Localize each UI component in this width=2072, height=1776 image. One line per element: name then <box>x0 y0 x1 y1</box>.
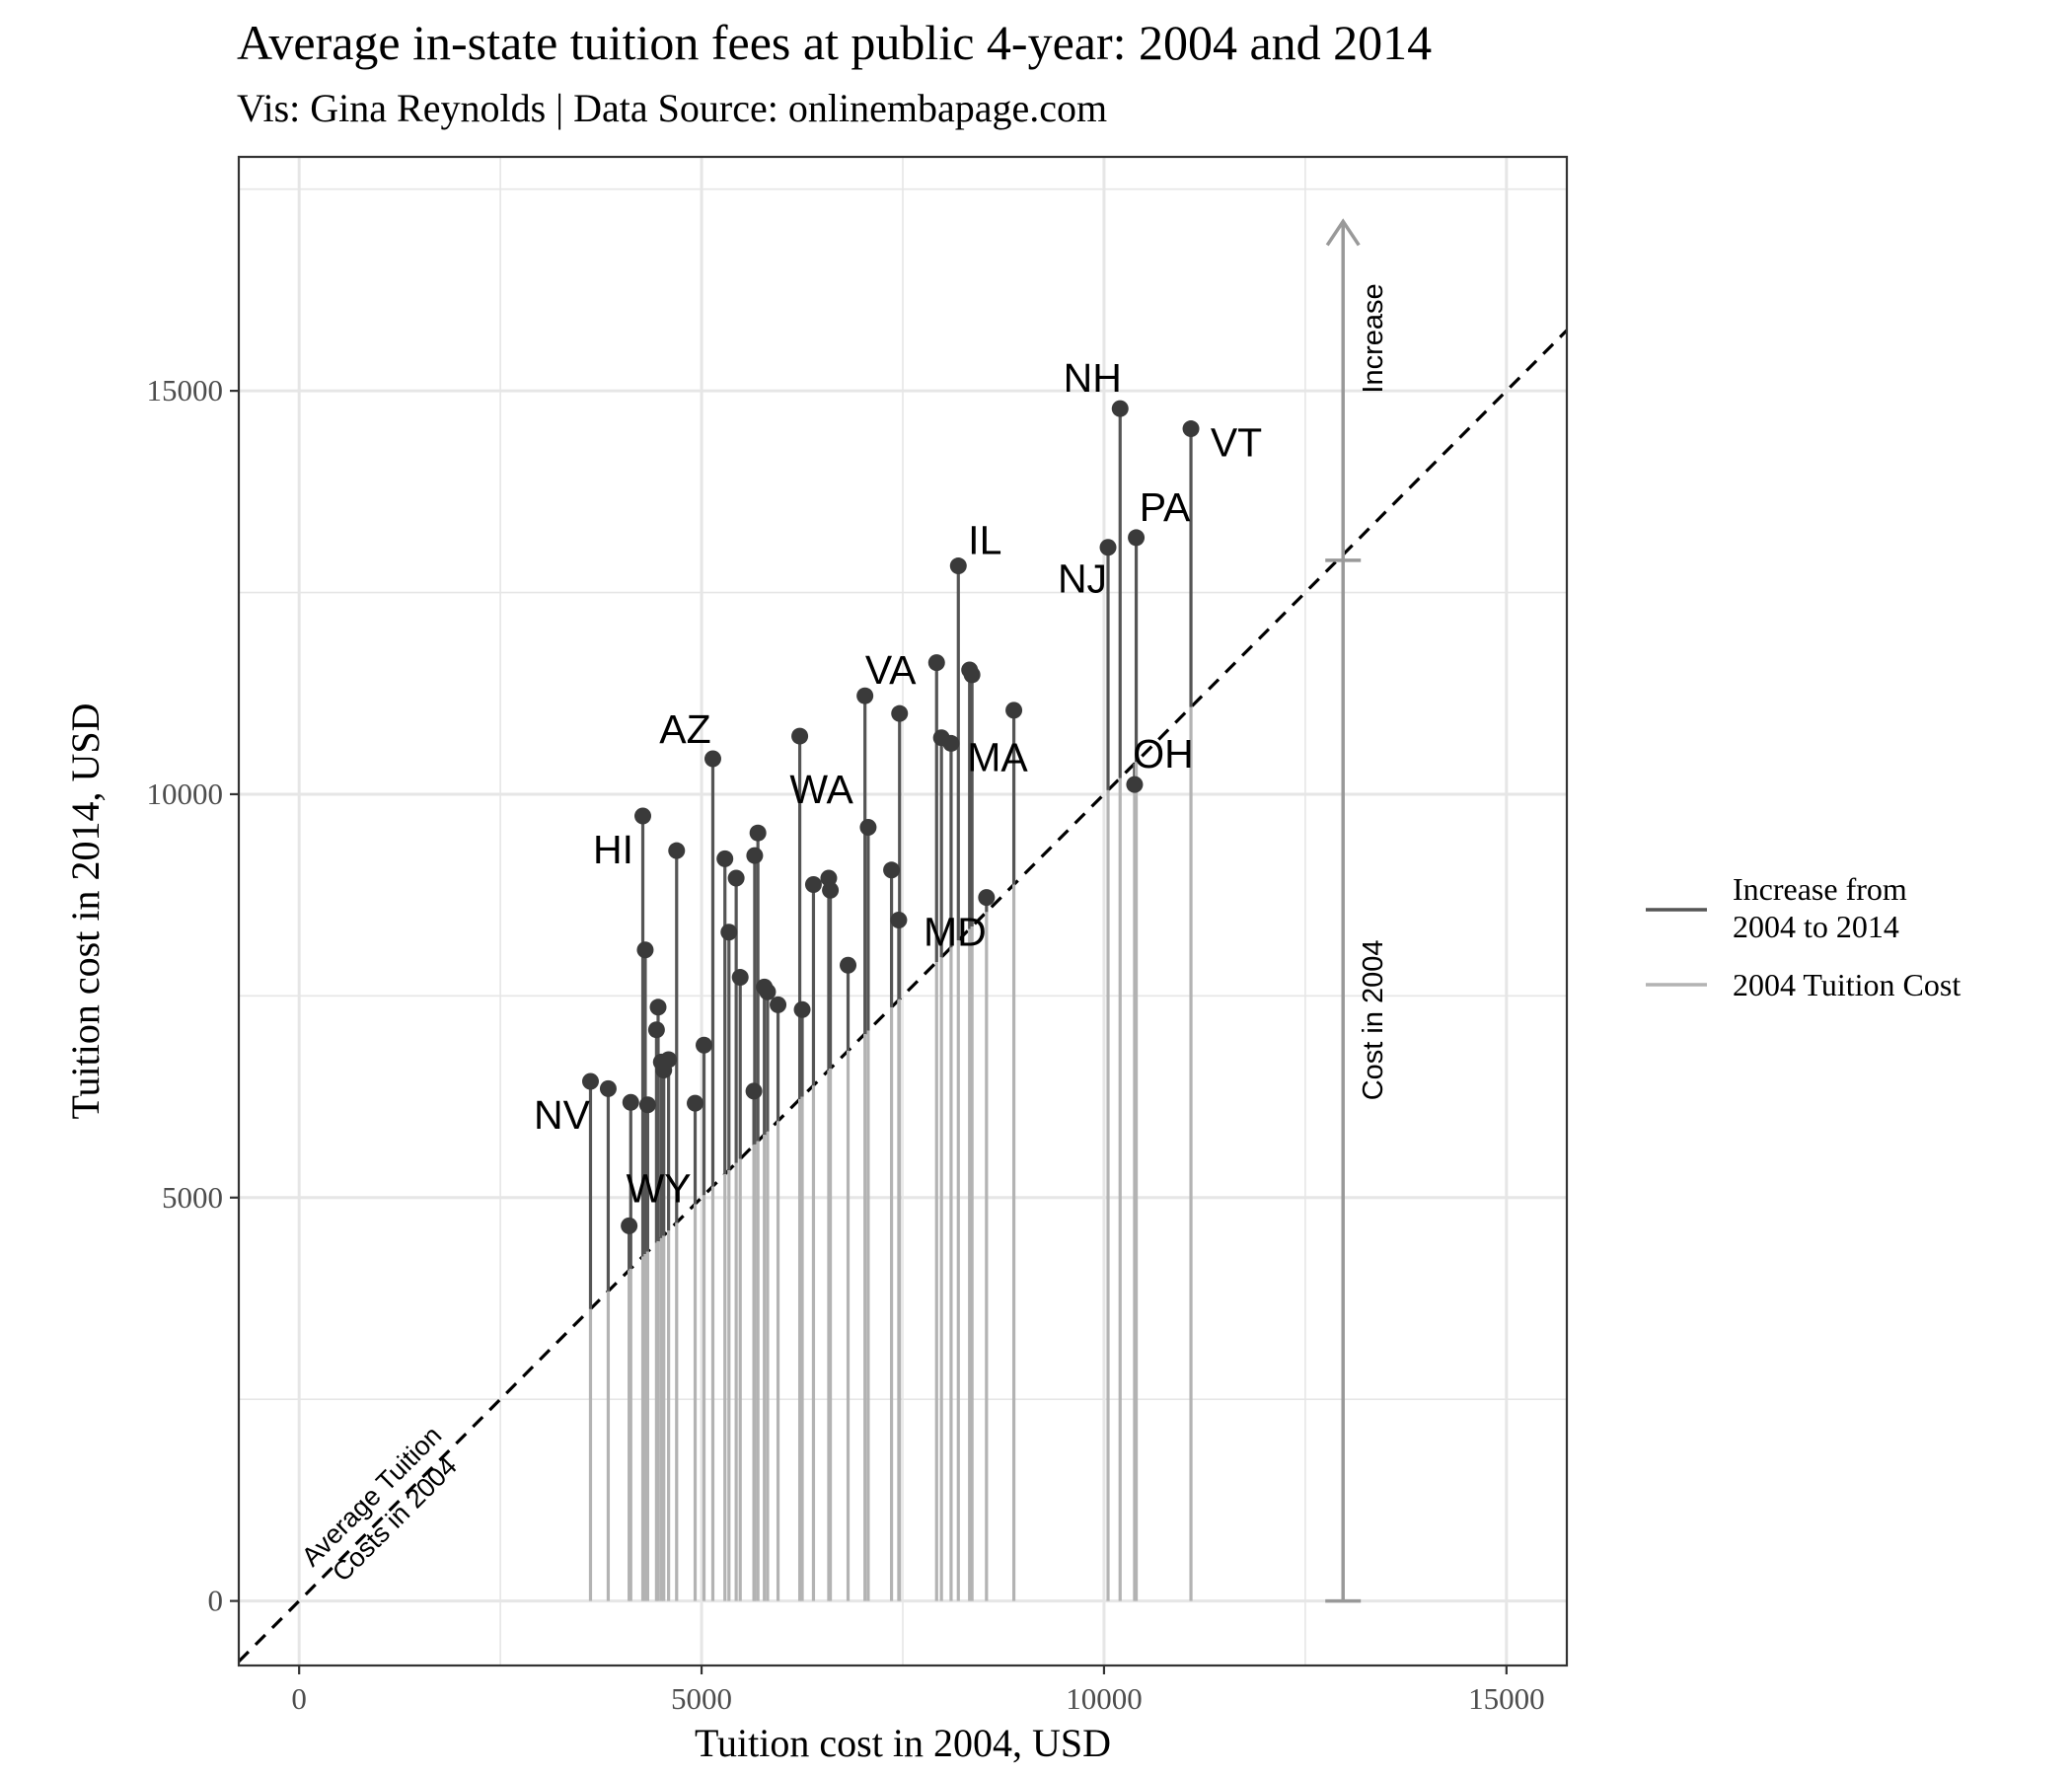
point-label: WA <box>789 767 853 812</box>
chart-subtitle: Vis: Gina Reynolds | Data Source: online… <box>237 86 1108 130</box>
data-point <box>822 881 840 899</box>
chart-title: Average in-state tuition fees at public … <box>237 15 1433 70</box>
point-label: VA <box>865 647 917 693</box>
data-point <box>890 911 908 928</box>
data-point <box>759 983 777 1000</box>
data-point <box>660 1051 678 1069</box>
data-point <box>770 996 787 1013</box>
data-point <box>856 687 874 704</box>
data-point <box>891 704 909 722</box>
legend-label: Increase from 2004 to 2014 <box>1733 871 1907 944</box>
guide-label-increase: Increase <box>1358 283 1389 393</box>
point-label: VT <box>1211 420 1262 466</box>
y-tick-label: 15000 <box>147 373 224 407</box>
arrowhead-icon <box>1325 218 1361 247</box>
axes: 0 5000 10000 15000 0 5000 10000 15000 Tuition co… <box>63 373 1545 1765</box>
data-point <box>1182 420 1200 438</box>
point-label: NH <box>1064 355 1122 401</box>
legend: Increase from 2004 to 2014 2004 Tuition Co… <box>1646 871 1961 1002</box>
y-tick-label: 0 <box>208 1584 224 1618</box>
data-point <box>599 1079 617 1097</box>
data-point <box>963 666 981 684</box>
legend-label: 2004 Tuition Cost <box>1733 967 1961 1002</box>
guide-arrow: Cost in 2004 Increase <box>1325 218 1389 1603</box>
data-point <box>636 941 654 959</box>
y-axis-title: Tuition cost in 2014, USD <box>63 703 108 1120</box>
point-label: IL <box>968 518 1001 563</box>
data-point <box>687 1094 704 1112</box>
data-point <box>720 924 738 941</box>
data-point <box>749 824 767 842</box>
data-point <box>1111 400 1129 417</box>
data-point <box>696 1036 713 1054</box>
x-tick-label: 0 <box>291 1681 307 1716</box>
guide-label-2004: Cost in 2004 <box>1358 939 1389 1100</box>
segments <box>588 408 1193 1601</box>
data-point <box>621 1217 638 1234</box>
point-label: OH <box>1133 731 1194 777</box>
grid-lines <box>239 157 1567 1665</box>
data-point <box>649 999 667 1016</box>
data-point <box>804 876 822 894</box>
data-point <box>942 734 960 752</box>
data-point <box>949 557 967 575</box>
point-label: MD <box>924 909 987 954</box>
data-point <box>978 889 996 907</box>
data-point <box>703 750 721 768</box>
x-tick-label: 15000 <box>1468 1681 1545 1716</box>
point-label: NJ <box>1058 556 1107 602</box>
point-label: NV <box>534 1092 591 1138</box>
data-point <box>581 1073 599 1090</box>
data-point <box>731 969 749 987</box>
x-tick-label: 5000 <box>671 1681 732 1716</box>
data-point <box>859 818 877 836</box>
data-point <box>840 956 857 974</box>
reference-line-dashed <box>237 329 1569 1664</box>
point-label: MA <box>967 734 1028 779</box>
point-label: PA <box>1140 484 1191 530</box>
data-point <box>1128 529 1146 547</box>
data-point <box>622 1093 639 1111</box>
data-point <box>1005 702 1023 719</box>
data-point <box>791 727 809 745</box>
data-point <box>1126 776 1144 793</box>
panel-frame <box>237 155 1569 1667</box>
x-axis-title: Tuition cost in 2004, USD <box>695 1721 1111 1765</box>
data-point <box>727 869 745 887</box>
data-point <box>634 807 652 825</box>
point-label: AZ <box>659 706 710 752</box>
data-point <box>716 850 734 867</box>
x-tick-label: 10000 <box>1066 1681 1143 1716</box>
point-label: WY <box>627 1165 692 1211</box>
data-point <box>927 654 945 672</box>
y-tick-label: 5000 <box>162 1180 223 1215</box>
data-point <box>647 1021 665 1039</box>
data-point <box>1099 539 1117 556</box>
data-point <box>668 842 686 859</box>
data-point <box>638 1096 656 1114</box>
data-point <box>883 861 901 879</box>
panel-border <box>237 155 1569 1667</box>
data-point <box>793 1000 811 1018</box>
points <box>581 400 1200 1234</box>
data-point <box>746 847 764 864</box>
data-point <box>745 1082 763 1100</box>
y-tick-label: 10000 <box>147 777 224 811</box>
point-labels: NV WY HI AZ WA VA MD MA IL NJ NH OH PA VT <box>534 355 1262 1211</box>
point-label: HI <box>593 827 633 872</box>
